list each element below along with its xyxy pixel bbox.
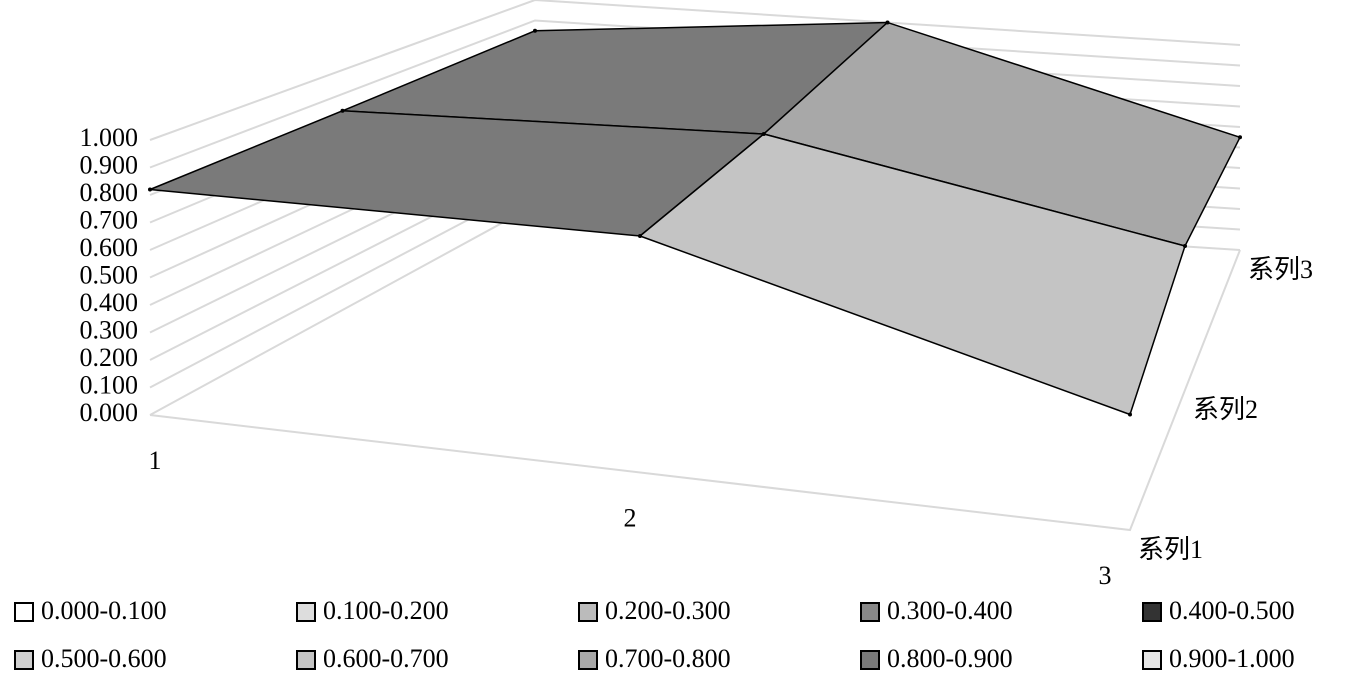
legend-swatch [296, 602, 316, 622]
legend-swatch [578, 602, 598, 622]
x-tick-label: 3 [1099, 561, 1112, 590]
legend-label: 0.000-0.100 [41, 596, 167, 625]
z-tick-label: 1.000 [80, 123, 139, 152]
legend-swatch [296, 650, 316, 670]
surface-vertex [533, 28, 537, 33]
legend-label: 0.600-0.700 [323, 644, 449, 673]
series-label: 系列1 [1138, 535, 1203, 564]
series-label: 系列2 [1193, 395, 1258, 424]
surface-vertex [1238, 135, 1242, 140]
series-label: 系列3 [1248, 255, 1313, 284]
z-tick-label: 0.900 [80, 150, 139, 179]
surface-vertex [638, 234, 642, 238]
legend-label: 0.500-0.600 [41, 644, 167, 673]
legend-swatch [14, 602, 34, 622]
surface-vertex [148, 187, 152, 192]
legend-label: 0.900-1.000 [1169, 644, 1295, 673]
legend-label: 0.100-0.200 [323, 596, 449, 625]
floor-edge [149, 249, 1241, 532]
grid-line [149, 0, 1241, 141]
legend-swatch [14, 650, 34, 670]
z-tick-label: 0.800 [80, 178, 139, 207]
z-tick-label: 0.100 [80, 370, 139, 399]
z-tick-label: 0.400 [80, 288, 139, 317]
surface-vertex [340, 108, 345, 113]
surface-vertex [885, 20, 890, 25]
surface-vertex [1183, 244, 1187, 248]
legend-label: 0.400-0.500 [1169, 596, 1295, 625]
legend-swatch [578, 650, 598, 670]
legend-label: 0.300-0.400 [887, 596, 1013, 625]
surface-vertex [761, 132, 766, 136]
legend-swatch [1142, 650, 1162, 670]
legend-swatch [1142, 602, 1162, 622]
legend-label: 0.700-0.800 [605, 644, 731, 673]
surface-vertex [1128, 412, 1132, 417]
z-tick-label: 0.300 [80, 315, 139, 344]
z-tick-label: 0.700 [80, 205, 139, 234]
z-tick-label: 0.200 [80, 343, 139, 372]
x-tick-label: 2 [624, 503, 637, 532]
z-tick-label: 0.600 [80, 233, 139, 262]
legend-swatch [860, 602, 880, 622]
z-tick-label: 0.000 [80, 398, 139, 427]
legend-label: 0.800-0.900 [887, 644, 1013, 673]
legend-label: 0.200-0.300 [605, 596, 731, 625]
z-tick-label: 0.500 [80, 260, 139, 289]
x-tick-label: 1 [149, 446, 162, 475]
grid-line [149, 19, 1241, 169]
legend-swatch [860, 650, 880, 670]
